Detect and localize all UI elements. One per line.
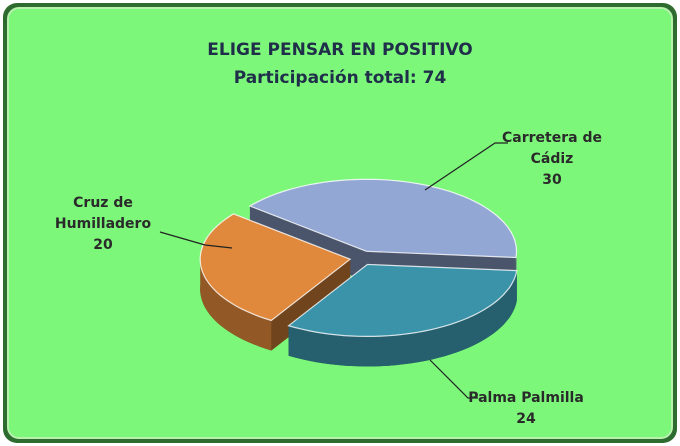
leader-line bbox=[424, 142, 508, 191]
value-label: 30 bbox=[542, 172, 562, 188]
slice-top bbox=[199, 213, 352, 322]
data-label: Carretera de Cádiz 30 bbox=[497, 128, 607, 191]
chart-subtitle: Participación total: 74 bbox=[233, 68, 447, 88]
value-label: 20 bbox=[93, 237, 113, 253]
category-label: Carretera de Cádiz bbox=[502, 130, 602, 167]
category-label: Palma Palmilla bbox=[468, 390, 584, 406]
category-label: Cruz de Humilladero bbox=[54, 195, 152, 232]
leader-line bbox=[159, 231, 233, 249]
slice-top bbox=[287, 263, 518, 337]
slice-top bbox=[248, 178, 518, 259]
pie-slice bbox=[199, 213, 352, 351]
chart-title: ELIGE PENSAR EN POSITIVO bbox=[207, 40, 473, 60]
pie bbox=[199, 178, 518, 367]
pie-slice bbox=[287, 263, 518, 367]
data-label: Cruz de Humilladero 20 bbox=[48, 193, 158, 256]
value-label: 24 bbox=[516, 411, 536, 427]
slice-wall bbox=[288, 270, 517, 367]
leader-line bbox=[429, 359, 478, 399]
slice-wall bbox=[200, 259, 272, 351]
data-label: Palma Palmilla 24 bbox=[461, 388, 591, 430]
